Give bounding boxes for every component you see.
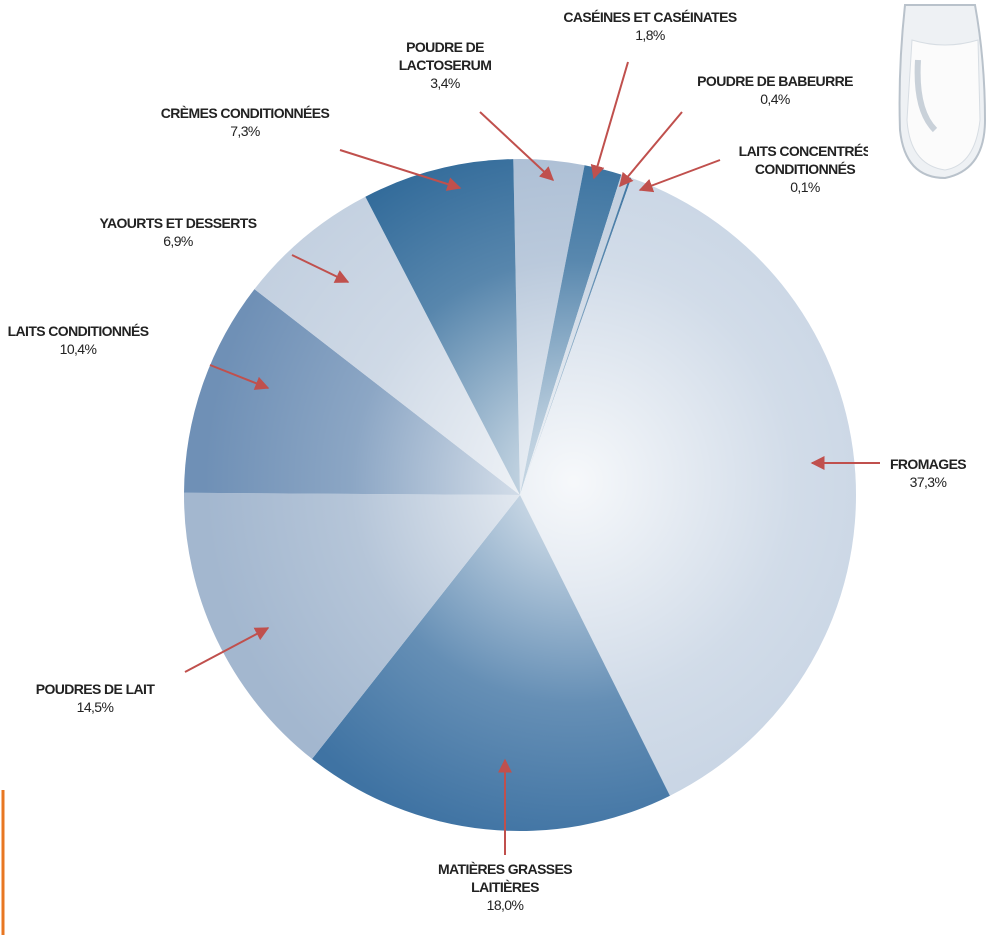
value-label: 3,4% xyxy=(430,75,460,91)
value-label: 6,9% xyxy=(163,233,193,249)
slice-label: LAITS CONCENTRÉS CONDITIONNÉS 0,1% xyxy=(739,142,872,196)
slice-label: CASÉINES ET CASÉINATES 1,8% xyxy=(563,8,737,44)
category-label: MATIÈRES GRASSES LAITIÈRES xyxy=(437,861,573,895)
category-label: FROMAGES xyxy=(889,456,967,472)
slice-label: MATIÈRES GRASSES LAITIÈRES 18,0% xyxy=(437,860,573,914)
category-label: CRÈMES CONDITIONNÉES xyxy=(160,105,330,121)
value-label: 0,1% xyxy=(790,179,820,195)
value-label: 7,3% xyxy=(230,123,260,139)
leader-arrow xyxy=(590,61,629,180)
leader-arrow xyxy=(339,149,462,191)
category-label: POUDRES DE LAIT xyxy=(35,681,155,697)
category-label: POUDRE DE LACTOSERUM xyxy=(398,39,492,73)
slice-label: POUDRE DE BABEURRE 0,4% xyxy=(697,72,853,108)
category-label: LAITS CONDITIONNÉS xyxy=(7,323,149,339)
slice-label: LAITS CONDITIONNÉS 10,4% xyxy=(8,322,149,358)
slice-label: POUDRE DE LACTOSERUM 3,4% xyxy=(399,38,492,92)
value-label: 14,5% xyxy=(76,699,114,715)
category-label: CASÉINES ET CASÉINATES xyxy=(563,9,737,25)
leader-arrow xyxy=(291,254,350,283)
value-label: 0,4% xyxy=(760,91,790,107)
slice-label: YAOURTS ET DESSERTS 6,9% xyxy=(99,214,258,250)
leader-arrow xyxy=(638,159,721,193)
value-label: 37,3% xyxy=(909,474,947,490)
value-label: 10,4% xyxy=(59,341,97,357)
slice-label: CRÈMES CONDITIONNÉES 7,3% xyxy=(160,104,330,140)
value-label: 1,8% xyxy=(635,27,665,43)
leader-arrow xyxy=(479,111,555,181)
category-label: LAITS CONCENTRÉS CONDITIONNÉS xyxy=(738,143,872,177)
category-label: POUDRE DE BABEURRE xyxy=(697,73,853,89)
category-label: YAOURTS ET DESSERTS xyxy=(99,215,258,231)
slice-label: FROMAGES 37,3% xyxy=(889,455,967,491)
leader-arrow xyxy=(619,111,683,188)
leader-arrow xyxy=(209,364,270,390)
leader-arrow xyxy=(184,627,270,673)
value-label: 18,0% xyxy=(486,897,524,913)
slice-label: POUDRES DE LAIT 14,5% xyxy=(36,680,155,716)
